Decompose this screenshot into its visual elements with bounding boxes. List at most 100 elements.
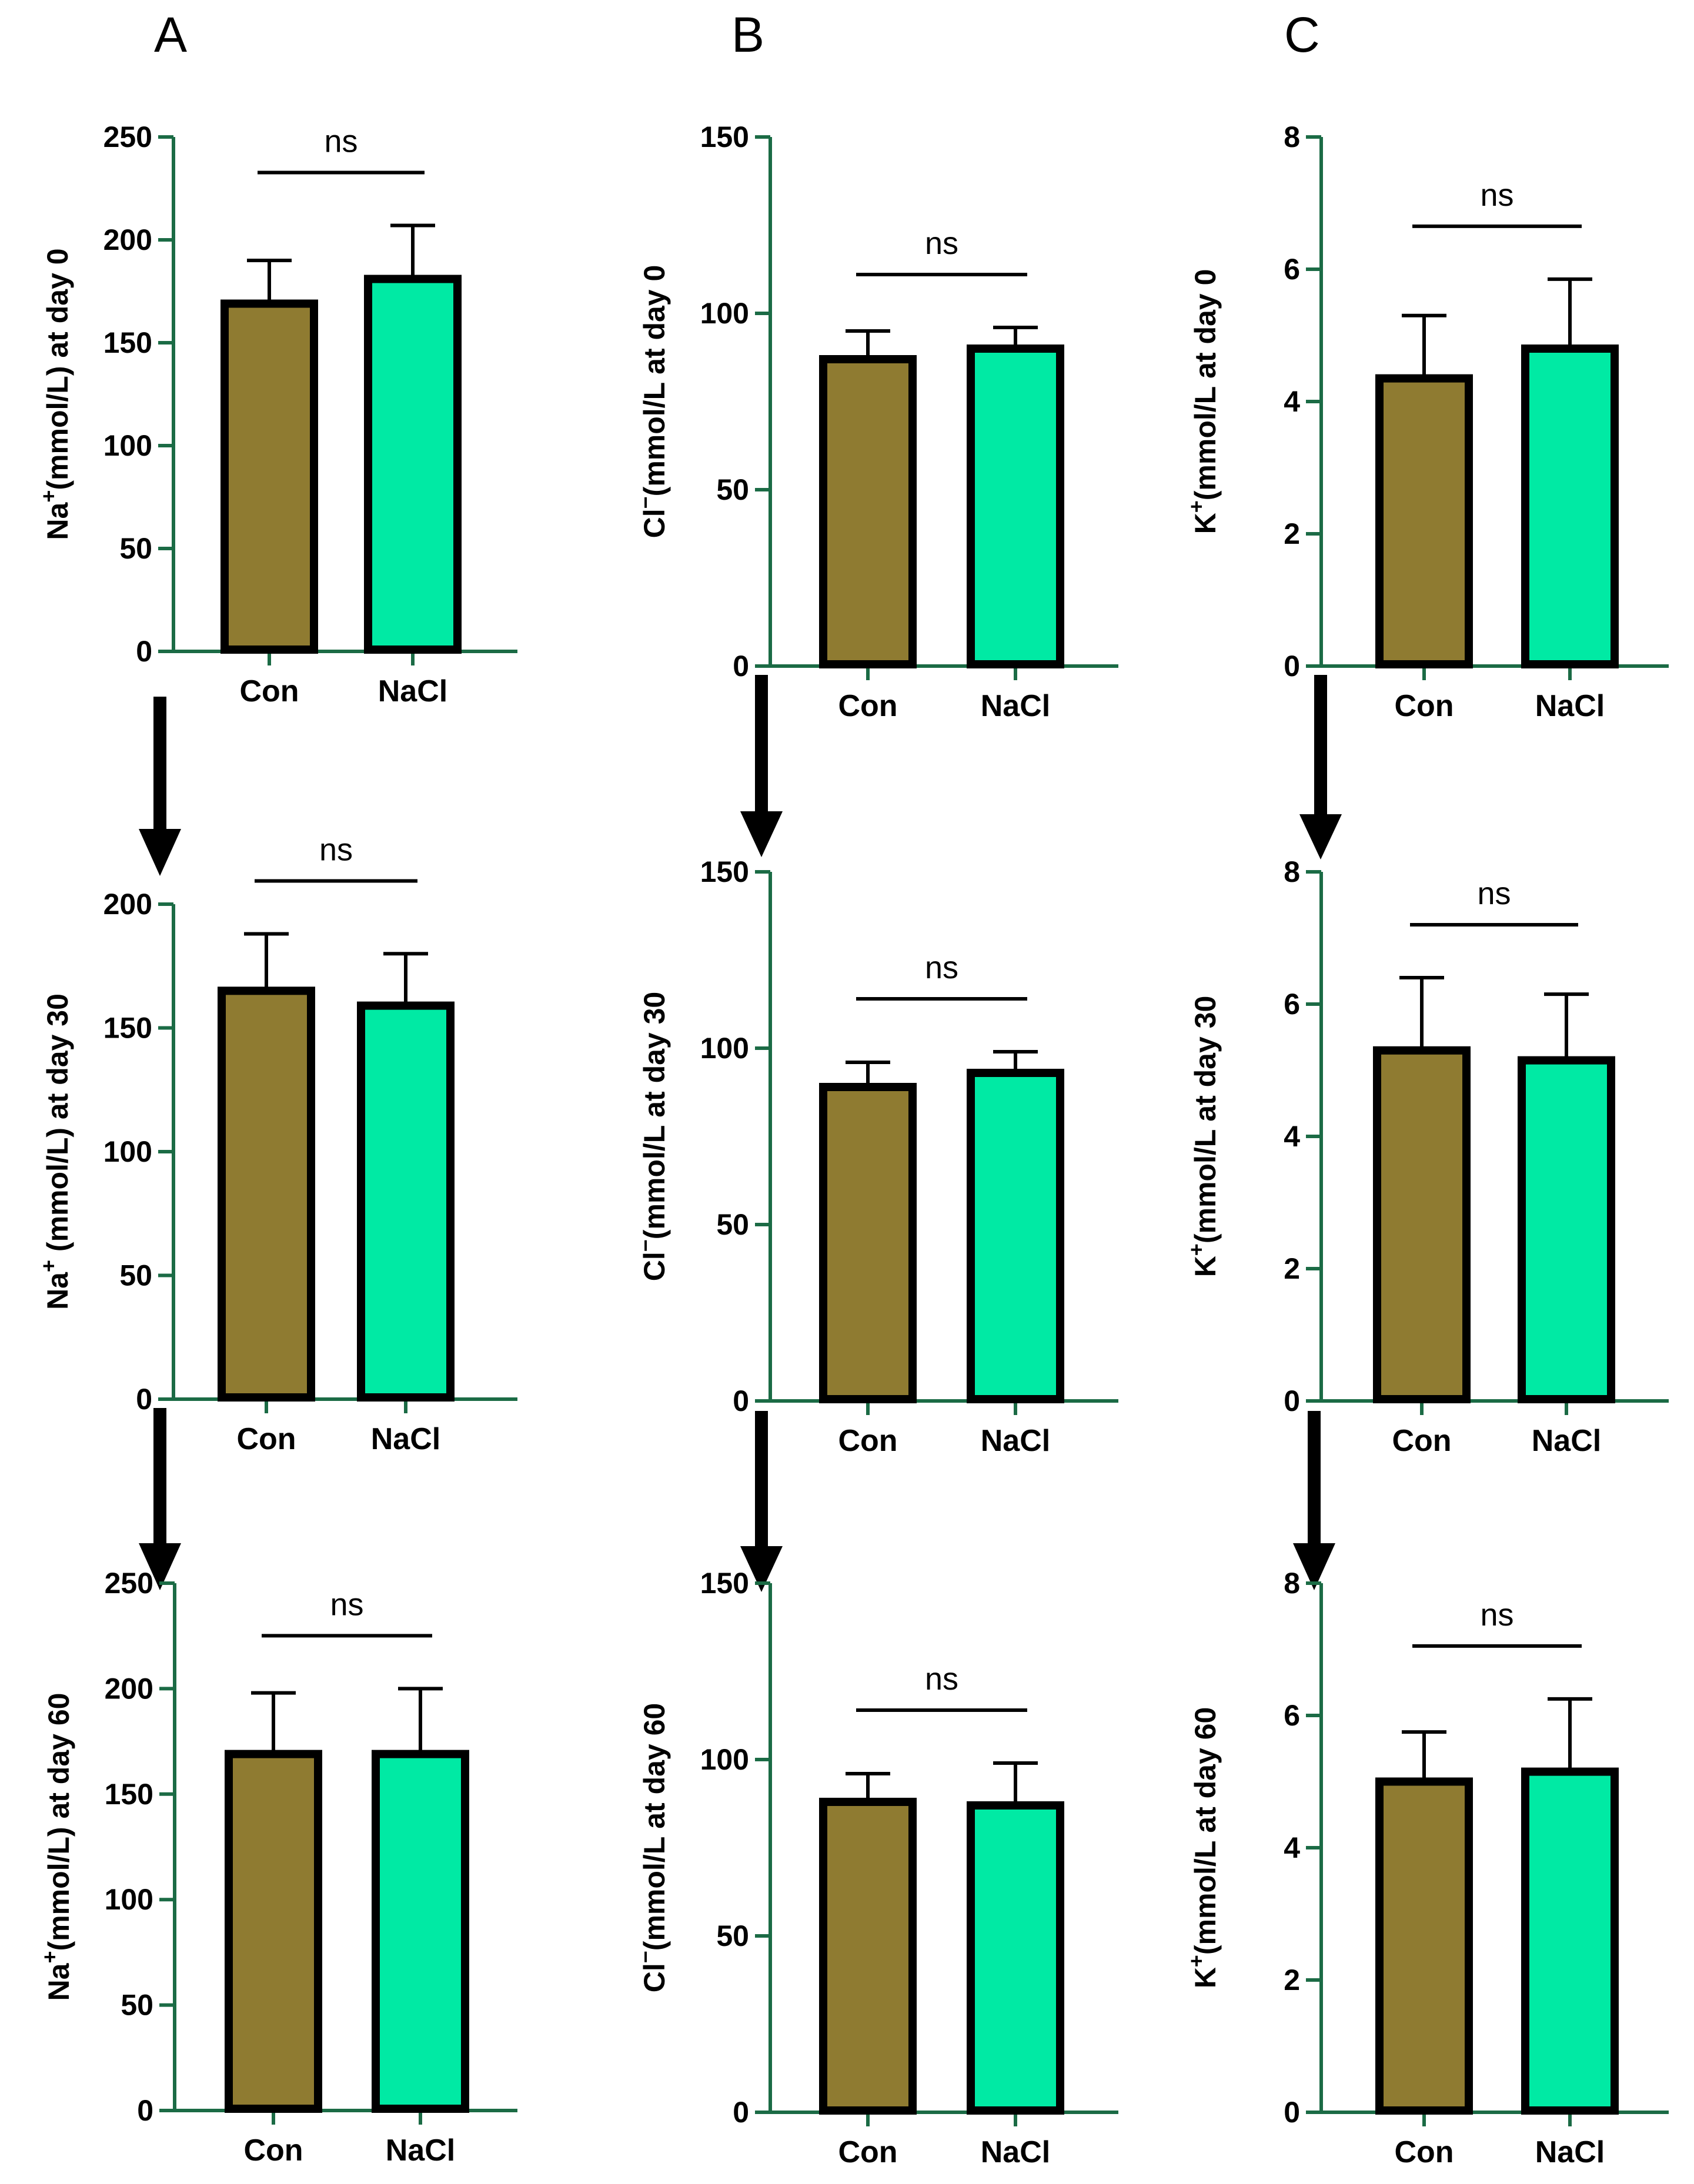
flow-arrows — [139, 675, 1342, 1592]
y-tick-label: 4 — [1284, 385, 1300, 418]
arrow-down-icon — [740, 675, 783, 857]
y-tick-label: 6 — [1284, 253, 1300, 286]
bar-nacl — [364, 275, 462, 654]
bar-con — [1373, 1046, 1471, 1403]
arrow-down-icon — [139, 697, 181, 876]
significance-label: ns — [324, 124, 357, 159]
y-tick-label: 250 — [103, 121, 152, 153]
bar-con — [1375, 1777, 1473, 2115]
y-tick-label: 0 — [1284, 2096, 1300, 2129]
chart-k30: 0 2 4 6 8 Con NaCl ns K+(mmol/L at day 30 — [1184, 855, 1669, 1458]
y-tick-label: 0 — [733, 1384, 749, 1417]
y-axis-label-base: Cl — [638, 1252, 671, 1281]
y-axis-label-unit: (mmol/L) at day 60 — [42, 1693, 75, 1951]
panel-letter-b: B — [731, 7, 764, 62]
bar-nacl — [1521, 345, 1619, 668]
significance-label: ns — [330, 1587, 363, 1622]
category-label: NaCl — [371, 1422, 440, 1456]
y-axis-label-unit: (mmol/L at day 30 — [638, 992, 671, 1239]
y-tick-label: 0 — [1284, 1384, 1300, 1417]
y-tick-label: 4 — [1284, 1120, 1300, 1153]
y-axis-label: Cl−(mmol/L at day 60 — [633, 1703, 671, 1992]
y-axis-label-base: Na — [42, 1962, 75, 2001]
y-axis-label: Na+(mmol/L) at day 0 — [36, 248, 74, 540]
y-axis-label-base: K — [1189, 1256, 1222, 1277]
y-axis-label-unit: (mmol/L at day 60 — [1189, 1707, 1222, 1955]
y-axis-label-sup: − — [633, 1951, 657, 1963]
y-tick-label: 100 — [103, 429, 152, 462]
y-tick-label: 2 — [1284, 1964, 1300, 1996]
bar-nacl — [967, 1069, 1064, 1403]
category-label: NaCl — [981, 689, 1050, 723]
y-tick-label: 0 — [1284, 650, 1300, 683]
chart-na0: 0 50 100 150 200 250 Con NaCl ns Na+(mmol/L) at d… — [36, 121, 517, 708]
y-tick-label: 8 — [1284, 121, 1300, 153]
y-tick-label: 150 — [105, 1778, 153, 1811]
bar-con — [1375, 374, 1473, 668]
category-label: NaCl — [981, 1424, 1050, 1458]
y-tick-label: 100 — [700, 1032, 749, 1065]
y-axis-label: K+(mmol/L at day 60 — [1184, 1707, 1222, 1989]
significance-label: ns — [925, 226, 958, 261]
chart-na30: 0 50 100 150 200 Con NaCl ns Na+ (mmol/L) at day… — [36, 832, 517, 1456]
y-tick-label: 50 — [716, 1208, 749, 1241]
y-axis-label-unit: (mmol/L at day 30 — [1189, 996, 1222, 1243]
chart-k0: 0 2 4 6 8 Con NaCl ns K+(mmol/L at day 0 — [1184, 121, 1669, 723]
bar-con — [819, 1083, 917, 1403]
y-tick-label: 0 — [136, 635, 152, 668]
category-label: NaCl — [386, 2133, 455, 2168]
y-axis-label-sup: + — [36, 1260, 61, 1272]
bar-con — [819, 355, 917, 668]
category-label: Con — [236, 1422, 296, 1456]
category-label: NaCl — [981, 2135, 1050, 2169]
y-tick-label: 150 — [700, 855, 749, 888]
bar-nacl — [967, 1801, 1064, 2115]
arrow-down-icon — [1299, 675, 1342, 859]
y-axis-label-unit: (mmol/L at day 0 — [1189, 269, 1222, 501]
significance-label: ns — [925, 950, 958, 985]
y-tick-label: 50 — [716, 1919, 749, 1952]
significance-label: ns — [1480, 1597, 1513, 1633]
y-tick-label: 50 — [121, 1989, 153, 2022]
y-axis-label-base: K — [1189, 1967, 1222, 1988]
y-tick-label: 150 — [103, 1012, 152, 1045]
y-tick-label: 100 — [105, 1883, 153, 1916]
category-label: Con — [1394, 689, 1454, 723]
chart-cl0: 0 50 100 150 Con NaCl ns Cl−(mmol/L at day 0 — [633, 121, 1118, 723]
y-tick-label: 50 — [716, 473, 749, 506]
significance-label: ns — [925, 1661, 958, 1697]
bar-con — [218, 986, 315, 1402]
y-axis-label-base: Na — [41, 501, 74, 540]
significance-label: ns — [1480, 178, 1513, 213]
category-label: NaCl — [378, 674, 447, 708]
bar-con — [225, 1750, 322, 2113]
y-axis-label: Cl−(mmol/L at day 30 — [633, 992, 671, 1281]
y-axis-label-sup: + — [36, 490, 61, 503]
y-axis-label: K+(mmol/L at day 0 — [1184, 269, 1222, 534]
y-axis-label-sup: − — [633, 496, 657, 509]
bar-nacl — [1521, 1767, 1619, 2115]
y-tick-label: 150 — [103, 326, 152, 359]
y-axis-label-sup: + — [1184, 1243, 1208, 1256]
y-tick-label: 6 — [1284, 988, 1300, 1021]
category-label: Con — [243, 2133, 303, 2168]
arrow-down-icon — [740, 1411, 783, 1592]
category-label: Con — [239, 674, 299, 708]
bar-nacl — [372, 1750, 469, 2113]
y-axis-label-base: Cl — [638, 509, 671, 538]
bar-con — [220, 299, 318, 654]
y-tick-label: 2 — [1284, 1252, 1300, 1285]
y-tick-label: 8 — [1284, 855, 1300, 888]
y-axis-label-sup: + — [1184, 500, 1208, 513]
y-axis-label-base: Cl — [638, 1963, 671, 1992]
chart-cl60: 0 50 100 150 Con NaCl ns Cl−(mmol/L at day 60 — [633, 1567, 1118, 2169]
y-axis-label-base: Na — [41, 1272, 74, 1310]
category-label: Con — [838, 1424, 897, 1458]
bar-nacl — [967, 345, 1064, 668]
category-label: NaCl — [1532, 1424, 1601, 1458]
y-tick-label: 100 — [700, 1743, 749, 1776]
y-tick-label: 100 — [700, 297, 749, 330]
significance-label: ns — [1477, 876, 1511, 911]
